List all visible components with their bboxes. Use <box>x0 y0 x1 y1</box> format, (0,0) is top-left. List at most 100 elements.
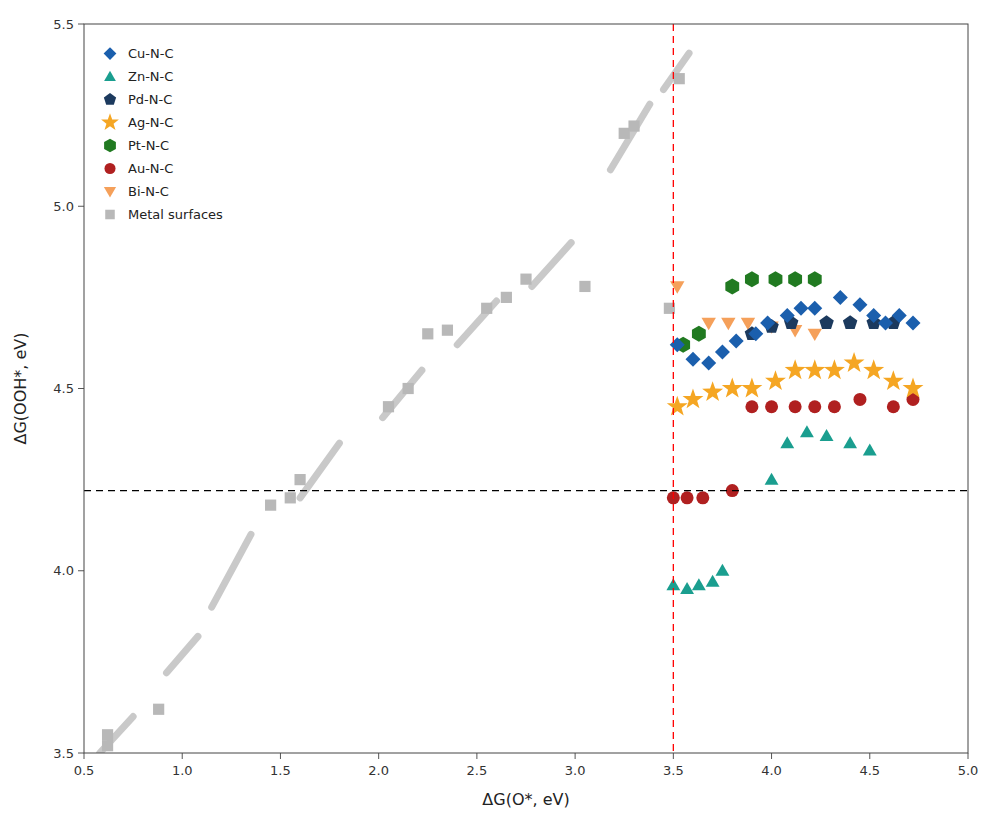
point <box>828 400 841 413</box>
point <box>741 378 762 398</box>
legend-symbol <box>104 93 116 105</box>
point <box>153 704 164 715</box>
legend-label: Metal surfaces <box>128 207 223 222</box>
reference-line <box>673 24 674 753</box>
series <box>667 393 920 504</box>
point <box>800 425 814 437</box>
point <box>852 297 867 312</box>
point <box>721 318 735 330</box>
point <box>265 500 276 511</box>
plot-frame <box>84 24 968 753</box>
legend-label: Ag-N-C <box>128 115 173 130</box>
point <box>866 308 881 323</box>
point <box>878 315 893 330</box>
series <box>670 290 921 371</box>
plot-area <box>84 24 968 753</box>
y-tick <box>78 570 84 571</box>
point <box>765 473 779 485</box>
point <box>294 474 305 485</box>
x-tick-label: 2.5 <box>467 763 488 778</box>
y-tick-label: 4.5 <box>53 381 74 396</box>
x-tick <box>378 753 379 759</box>
point <box>403 383 414 394</box>
point <box>670 337 685 352</box>
x-tick-label: 3.0 <box>565 763 586 778</box>
point <box>808 400 821 413</box>
x-tick-label: 3.5 <box>663 763 684 778</box>
point <box>696 491 709 504</box>
point <box>820 429 834 441</box>
point <box>722 378 743 398</box>
point <box>683 388 704 408</box>
x-tick <box>182 753 183 759</box>
point <box>619 128 630 139</box>
point <box>883 370 904 390</box>
point <box>692 578 706 590</box>
point <box>102 729 113 740</box>
legend-symbol <box>104 187 116 198</box>
x-tick <box>476 753 477 759</box>
x-tick <box>673 753 674 759</box>
y-axis-label: ΔG(OOH*, eV) <box>11 332 30 444</box>
y-tick <box>78 206 84 207</box>
point <box>903 378 924 398</box>
y-tick-label: 4.0 <box>53 563 74 578</box>
legend-label: Au-N-C <box>128 161 173 176</box>
point <box>706 575 720 587</box>
plot-data <box>84 24 968 753</box>
y-tick-label: 5.0 <box>53 199 74 214</box>
x-axis-label: ΔG(O*, eV) <box>482 790 569 809</box>
series <box>667 352 924 416</box>
point <box>804 359 825 379</box>
point <box>789 400 802 413</box>
y-tick-label: 3.5 <box>53 746 74 761</box>
point <box>785 359 806 379</box>
y-tick <box>78 753 84 754</box>
trend-line <box>100 53 689 753</box>
x-tick <box>968 753 969 759</box>
point <box>628 120 639 131</box>
point <box>383 401 394 412</box>
point <box>794 301 809 316</box>
point <box>685 352 700 367</box>
x-tick <box>771 753 772 759</box>
axes: 0.51.01.52.02.53.03.54.04.55.03.54.04.55… <box>53 17 978 779</box>
point <box>808 271 822 287</box>
point <box>844 352 865 372</box>
point <box>788 271 802 287</box>
legend-label: Pd-N-C <box>128 92 172 107</box>
point <box>863 359 884 379</box>
legend-symbol <box>104 163 115 174</box>
point <box>765 370 786 390</box>
legend-label: Pt-N-C <box>128 138 169 153</box>
point <box>769 271 783 287</box>
point <box>442 325 453 336</box>
point <box>674 73 685 84</box>
point <box>729 334 744 349</box>
point <box>692 326 706 342</box>
series <box>666 425 876 594</box>
point <box>824 359 845 379</box>
point <box>681 491 694 504</box>
legend-symbol <box>104 71 116 81</box>
x-tick-label: 5.0 <box>958 763 979 778</box>
point <box>745 271 759 287</box>
point <box>863 443 877 455</box>
point <box>843 315 857 329</box>
series <box>676 271 821 353</box>
point <box>501 292 512 303</box>
legend-label: Cu-N-C <box>128 46 174 61</box>
legend: Cu-N-CZn-N-CPd-N-CAg-N-CPt-N-CAu-N-CBi-N… <box>101 46 223 222</box>
point <box>780 436 794 448</box>
point <box>715 345 730 360</box>
point <box>780 308 795 323</box>
x-tick <box>575 753 576 759</box>
point <box>702 381 723 401</box>
y-tick <box>78 24 84 25</box>
legend-symbol <box>104 139 116 153</box>
point <box>422 328 433 339</box>
legend-label: Bi-N-C <box>128 184 169 199</box>
point <box>680 582 694 594</box>
point <box>843 436 857 448</box>
point <box>748 326 763 341</box>
